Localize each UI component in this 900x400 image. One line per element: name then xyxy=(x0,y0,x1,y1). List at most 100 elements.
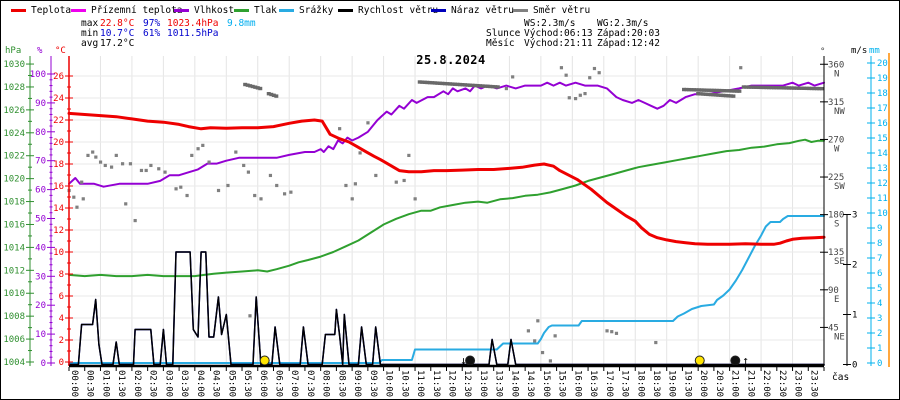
svg-text:19:00: 19:00 xyxy=(667,370,677,397)
svg-text:45: 45 xyxy=(828,323,839,333)
marker-arrow-icon: ↑ xyxy=(742,354,749,367)
svg-text:20:00: 20:00 xyxy=(698,370,708,397)
teplota-swatch-icon xyxy=(11,9,26,12)
svg-text:14:00: 14:00 xyxy=(509,370,519,397)
astro-markers: ↓ ↑ xyxy=(259,354,749,367)
vlhkost-swatch-icon xyxy=(174,9,189,12)
max-temp-value: 22.8°C xyxy=(100,18,135,29)
svg-text:01:00: 01:00 xyxy=(100,370,110,397)
svg-text:06:00: 06:00 xyxy=(258,370,268,397)
legend-item-vlhkost: Vlhkost xyxy=(174,5,234,17)
max-pressure-value: 1023.4hPa xyxy=(167,18,219,29)
svg-text:NW: NW xyxy=(834,107,845,117)
svg-text:19:30: 19:30 xyxy=(682,370,692,397)
svg-text:05:30: 05:30 xyxy=(242,370,252,397)
svg-text:10: 10 xyxy=(35,330,46,340)
moon-label: Měsíc xyxy=(486,38,515,49)
svg-text:90: 90 xyxy=(35,99,46,109)
svg-text:09:00: 09:00 xyxy=(352,370,362,397)
svg-text:4: 4 xyxy=(877,299,882,309)
svg-text:225: 225 xyxy=(828,173,844,183)
svg-text:1004: 1004 xyxy=(3,358,25,368)
svg-text:W: W xyxy=(834,144,840,154)
svg-text:135: 135 xyxy=(828,248,844,258)
max-label: max xyxy=(81,18,99,29)
sunrise-time: Východ:06:13 xyxy=(524,28,593,39)
svg-text:1: 1 xyxy=(877,344,882,354)
svg-text:19: 19 xyxy=(877,74,888,84)
wind-gust-max: WG:2.3m/s xyxy=(597,18,649,29)
moon-marker-icon xyxy=(465,355,476,366)
svg-text:1020: 1020 xyxy=(3,175,25,185)
legend-label: Rychlost větru xyxy=(358,5,439,16)
svg-text:m/s: m/s xyxy=(851,46,867,56)
svg-text:0: 0 xyxy=(41,359,46,369)
sun-marker-icon xyxy=(259,355,270,366)
svg-text:12:30: 12:30 xyxy=(462,370,472,397)
svg-text:17:30: 17:30 xyxy=(620,370,630,397)
svg-text:SE: SE xyxy=(834,257,845,267)
svg-text:01:30: 01:30 xyxy=(116,370,126,397)
svg-text:20: 20 xyxy=(877,59,888,69)
svg-text:1018: 1018 xyxy=(3,198,25,208)
svg-text:5: 5 xyxy=(877,284,882,294)
series-vlhkost xyxy=(68,81,825,188)
svg-text:2: 2 xyxy=(877,329,882,339)
marker-arrow-icon: ↓ xyxy=(460,354,467,367)
axis-pressure: hPa 1004 1006 1008 1010 1012 1014 1016 1018 1020 1… xyxy=(3,46,34,368)
svg-text:17:00: 17:00 xyxy=(604,370,614,397)
svg-text:NE: NE xyxy=(834,332,845,342)
svg-text:%: % xyxy=(37,46,43,56)
stats-min-row: min 10.7°C 61% 1011.5hPa xyxy=(81,28,227,39)
svg-text:15: 15 xyxy=(877,134,888,144)
svg-text:17: 17 xyxy=(877,104,888,114)
svg-text:180: 180 xyxy=(828,211,844,221)
svg-text:1030: 1030 xyxy=(3,60,25,70)
svg-text:S: S xyxy=(834,220,839,230)
min-temp-value: 10.7°C xyxy=(100,28,135,39)
svg-text:0: 0 xyxy=(59,358,64,368)
svg-text:30: 30 xyxy=(35,272,46,282)
svg-text:12:00: 12:00 xyxy=(447,370,457,397)
svg-text:1010: 1010 xyxy=(3,289,25,299)
svg-text:22: 22 xyxy=(53,116,64,126)
svg-text:1: 1 xyxy=(852,311,857,321)
svg-text:100: 100 xyxy=(30,70,46,80)
series-sr-ky xyxy=(68,215,825,364)
legend-item-srazky: Srážky xyxy=(279,5,333,17)
svg-text:26: 26 xyxy=(53,72,64,82)
svg-text:11: 11 xyxy=(877,194,888,204)
svg-text:1024: 1024 xyxy=(3,129,25,139)
sun-marker-icon xyxy=(694,355,705,366)
sunset-time: Západ:20:03 xyxy=(597,28,660,39)
svg-text:18:30: 18:30 xyxy=(651,370,661,397)
smer-vetru-swatch-icon xyxy=(513,9,528,12)
moon-marker-icon xyxy=(730,355,741,366)
svg-text:21:00: 21:00 xyxy=(730,370,740,397)
svg-text:6: 6 xyxy=(877,269,882,279)
svg-text:hPa: hPa xyxy=(5,46,21,56)
legend-label: Srážky xyxy=(299,5,334,16)
svg-text:1026: 1026 xyxy=(3,106,25,116)
stats-wind-row: WS:2.3m/s WG:2.3m/s xyxy=(486,18,648,29)
svg-text:°: ° xyxy=(820,47,825,57)
min-pressure-value: 1011.5hPa xyxy=(167,28,219,39)
svg-text:9: 9 xyxy=(877,224,882,234)
svg-text:7: 7 xyxy=(877,254,882,264)
svg-text:4: 4 xyxy=(59,314,64,324)
svg-text:40: 40 xyxy=(35,243,46,253)
svg-text:1008: 1008 xyxy=(3,312,25,322)
min-humidity-value: 61% xyxy=(143,28,161,39)
svg-text:10:00: 10:00 xyxy=(384,370,394,397)
legend-label: Přízemní teplota xyxy=(91,5,183,16)
svg-text:E: E xyxy=(834,295,839,305)
svg-text:16: 16 xyxy=(877,119,888,129)
svg-text:04:30: 04:30 xyxy=(211,370,221,397)
axis-time: 00:00 00:30 01:00 01:30 02:00 02:30 03:00 03:30… xyxy=(68,364,825,397)
moonset-time: Západ:12:42 xyxy=(597,38,660,49)
svg-text:14: 14 xyxy=(877,149,888,159)
svg-text:10: 10 xyxy=(53,248,64,258)
svg-text:80: 80 xyxy=(35,128,46,138)
stats-avg-row: avg 17.2°C xyxy=(81,38,143,49)
